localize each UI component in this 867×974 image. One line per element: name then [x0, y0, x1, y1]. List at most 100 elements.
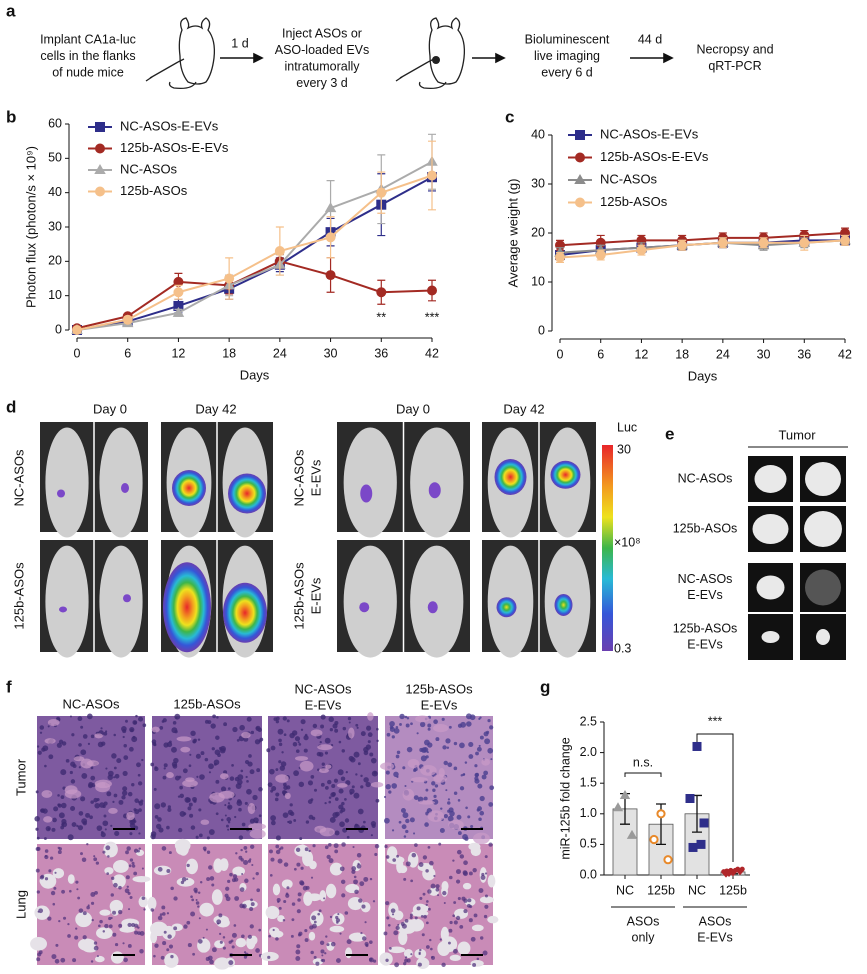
y-tick-label: 30	[48, 219, 62, 233]
marker	[758, 237, 769, 248]
nucleus	[211, 883, 215, 887]
nucleus	[305, 820, 310, 824]
nucleus	[340, 807, 346, 813]
nucleus	[137, 849, 140, 853]
nucleus	[196, 775, 199, 778]
nucleus	[328, 858, 334, 864]
nucleus	[281, 751, 284, 754]
nucleus	[106, 791, 112, 797]
nucleus	[195, 835, 199, 839]
nucleus	[168, 740, 172, 744]
x-tick-label: 6	[124, 346, 131, 360]
nucleus	[77, 825, 84, 831]
nucleus	[198, 917, 201, 920]
nucleus	[401, 824, 407, 830]
marker	[799, 237, 810, 248]
nucleus	[402, 766, 406, 770]
nucleus	[60, 795, 65, 799]
nucleus	[153, 787, 157, 791]
alveolus	[112, 860, 129, 873]
nucleus	[330, 792, 336, 798]
x-tick-label: 12	[634, 347, 648, 361]
nucleus	[404, 918, 409, 923]
nucleus	[222, 946, 226, 950]
nucleus	[190, 825, 196, 830]
alveolus	[272, 883, 281, 896]
mouse-body	[410, 545, 464, 658]
nucleus	[231, 763, 234, 767]
nucleus	[52, 902, 56, 906]
nucleus	[93, 945, 99, 951]
nucleus	[182, 768, 188, 774]
nucleus	[214, 749, 221, 756]
nucleus	[457, 831, 462, 836]
marker	[685, 794, 695, 803]
nucleus	[363, 820, 366, 824]
nucleus	[205, 956, 210, 962]
y-tick-label: 50	[48, 151, 62, 165]
y-tick-label: 1.0	[580, 806, 597, 820]
signal	[428, 482, 441, 499]
nucleus	[369, 957, 373, 962]
marker	[663, 855, 673, 865]
nucleus	[435, 884, 440, 889]
signal	[554, 593, 573, 616]
nucleus	[220, 818, 224, 822]
nucleus	[205, 928, 208, 931]
nucleus	[324, 801, 327, 805]
nucleus	[61, 889, 65, 894]
nucleus	[295, 847, 301, 853]
nucleus	[209, 959, 214, 965]
nucleus	[356, 863, 362, 869]
nucleus	[278, 906, 282, 910]
alveolus	[94, 955, 105, 963]
nucleus	[452, 859, 455, 862]
nucleus	[464, 761, 468, 764]
nucleus	[157, 915, 163, 921]
nucleus	[360, 931, 363, 935]
nucleus	[321, 958, 326, 963]
alveolus	[441, 880, 449, 892]
alveolus	[147, 896, 157, 911]
stroma	[41, 790, 53, 798]
stroma	[247, 803, 256, 815]
nucleus	[467, 903, 471, 908]
nucleus	[296, 862, 301, 867]
alveolus	[440, 926, 449, 942]
nucleus	[393, 728, 400, 734]
nucleus	[40, 808, 44, 813]
step-text: Implant CA1a-luc	[40, 32, 136, 46]
nucleus	[229, 776, 235, 781]
nucleus	[310, 775, 315, 779]
row-label: 125b-ASOs	[673, 621, 738, 635]
nucleus	[208, 865, 213, 870]
marker	[274, 246, 285, 257]
nucleus	[367, 732, 373, 738]
stroma	[64, 789, 82, 799]
marker	[173, 276, 184, 287]
nucleus	[218, 746, 222, 750]
alveolus	[176, 877, 195, 887]
nucleus	[390, 908, 396, 914]
nucleus	[357, 808, 364, 815]
nucleus	[411, 852, 417, 858]
stroma	[367, 712, 374, 721]
nucleus	[389, 726, 395, 733]
stroma	[427, 810, 445, 823]
stroma	[448, 819, 464, 830]
nucleus	[246, 788, 252, 795]
alveolus	[119, 926, 135, 933]
nucleus	[190, 730, 196, 737]
nucleus	[231, 878, 236, 883]
nucleus	[114, 942, 119, 947]
nucleus	[360, 774, 363, 778]
nucleus	[303, 748, 308, 753]
nucleus	[434, 784, 439, 788]
nucleus	[103, 801, 108, 806]
nucleus	[273, 717, 278, 721]
nucleus	[70, 779, 76, 784]
mouse-icon	[395, 17, 466, 90]
nucleus	[56, 742, 62, 748]
nucleus	[219, 932, 222, 935]
